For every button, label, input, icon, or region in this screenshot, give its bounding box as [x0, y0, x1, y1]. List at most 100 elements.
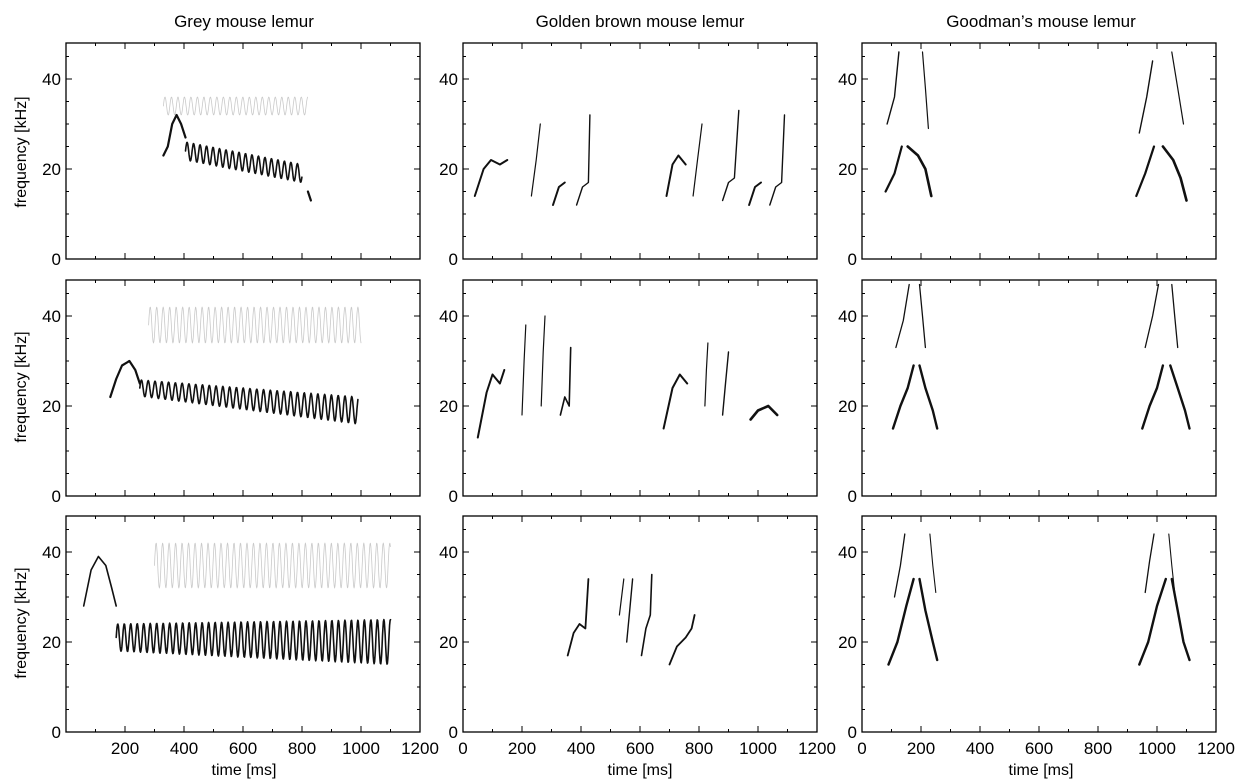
y-tick-label: 40 [439, 307, 458, 326]
call-sweep [769, 114, 786, 206]
column-title-grey: Grey mouse lemur [174, 12, 314, 31]
y-tick-label: 20 [838, 397, 857, 416]
call-sweep [559, 346, 572, 416]
call-sweep [721, 109, 740, 202]
call-sweep [886, 51, 900, 125]
panel-background [862, 43, 1216, 259]
x-tick-label: 400 [170, 739, 198, 758]
call-traces [109, 306, 362, 425]
call-sweep [895, 283, 910, 349]
call-sweep [918, 364, 939, 430]
call-sweep [1161, 145, 1188, 202]
call-sweep [626, 578, 634, 643]
call-sweep [906, 145, 933, 198]
x-tick-label: 1200 [401, 739, 439, 758]
axis-ticks [861, 280, 1217, 497]
y-tick-label: 20 [42, 633, 61, 652]
y-tick-label: 20 [439, 397, 458, 416]
call-sweep [884, 145, 903, 193]
y-tick-label: 0 [848, 487, 857, 506]
call-traces [884, 51, 1188, 202]
axis-ticks [65, 43, 421, 260]
call-sweep [662, 373, 689, 430]
x-tick-label: 800 [288, 739, 316, 758]
axis-ticks [861, 43, 1217, 260]
x-axis-label-col-1: time [ms] [212, 762, 277, 779]
call-sweep [566, 578, 590, 657]
y-tick-label: 40 [439, 543, 458, 562]
y-tick-label: 40 [42, 307, 61, 326]
call-trill [139, 379, 359, 425]
call-harm [148, 306, 362, 344]
y-tick-label: 40 [439, 70, 458, 89]
call-traces [162, 96, 312, 202]
call-sweep [929, 533, 937, 594]
call-sweep [521, 324, 527, 416]
y-tick-label: 20 [42, 397, 61, 416]
x-tick-label: 0 [458, 739, 467, 758]
call-sweep [749, 404, 779, 421]
call-sweep [1171, 51, 1185, 125]
y-tick-label: 0 [848, 723, 857, 742]
call-sweep [473, 159, 509, 197]
x-tick-label: 800 [1084, 739, 1112, 758]
call-sweep [665, 154, 687, 197]
call-sweep [540, 315, 546, 407]
y-axis-label-row-1: frequency [kHz] [13, 96, 30, 207]
y-tick-label: 40 [838, 543, 857, 562]
panel-background [463, 43, 817, 259]
call-trill [184, 141, 303, 183]
call-sweep [575, 114, 591, 206]
call-sweep [476, 369, 506, 439]
call-sweep [1170, 577, 1191, 662]
y-tick-label: 20 [838, 160, 857, 179]
call-sweep [618, 578, 625, 616]
call-sweep [721, 351, 730, 416]
y-tick-label: 0 [52, 723, 61, 742]
y-axis-label-row-3: frequency [kHz] [13, 567, 30, 678]
y-tick-label: 20 [838, 633, 857, 652]
panel-r2-c3: 0 20 40 [838, 279, 1217, 506]
call-sweep [668, 614, 696, 666]
x-tick-label: 800 [685, 739, 713, 758]
panel-background [862, 516, 1216, 732]
column-title-golden-brown: Golden brown mouse lemur [536, 12, 745, 31]
call-sweep [1138, 60, 1154, 134]
panel-r1-c3: 0 20 40 [838, 42, 1217, 269]
panel-r3-c1: 0 20 40 200 400 600 800 1000 1200 [42, 515, 439, 758]
call-sweep [1141, 364, 1165, 430]
call-sweep [306, 190, 312, 202]
call-trill [115, 618, 392, 665]
y-tick-label: 40 [42, 543, 61, 562]
call-whistle [109, 359, 141, 399]
call-sweep [1169, 364, 1191, 430]
call-sweep [1144, 283, 1160, 349]
y-tick-label: 40 [838, 307, 857, 326]
y-tick-label: 20 [42, 160, 61, 179]
x-tick-label: 600 [626, 739, 654, 758]
axis-ticks [462, 516, 818, 733]
x-tick-label: 1200 [798, 739, 836, 758]
y-tick-label: 40 [42, 70, 61, 89]
y-tick-label: 0 [52, 487, 61, 506]
x-tick-label: 200 [508, 739, 536, 758]
panel-background [862, 280, 1216, 496]
call-sweep [530, 123, 541, 197]
y-tick-label: 0 [449, 250, 458, 269]
call-sweep [891, 364, 915, 430]
axis-ticks [65, 516, 421, 733]
call-harm [154, 542, 391, 589]
y-axis-label-row-2: frequency [kHz] [13, 331, 30, 442]
panel-r2-c1: 0 20 40 [42, 279, 421, 506]
call-sweep [692, 123, 703, 197]
call-sweep [552, 181, 566, 206]
call-sweep [887, 577, 915, 666]
call-sweep [918, 577, 939, 662]
call-sweep [1168, 533, 1176, 594]
x-tick-label: 1000 [342, 739, 380, 758]
call-sweep [640, 573, 653, 657]
call-sweep [1138, 577, 1167, 666]
